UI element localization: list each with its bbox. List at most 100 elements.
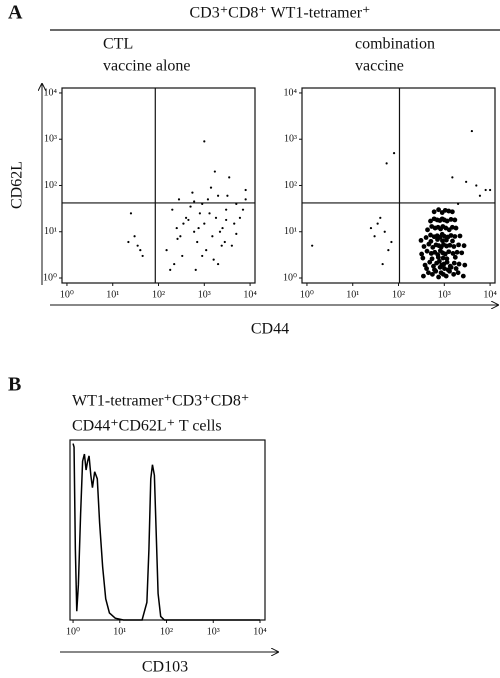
- x-axis-label: CD44: [251, 321, 289, 338]
- event-dot: [456, 202, 460, 205]
- event-dot: [446, 249, 452, 255]
- x-tick-label: 10¹: [346, 289, 359, 300]
- event-dot: [435, 237, 440, 242]
- event-dot: [437, 264, 443, 270]
- event-dot: [216, 262, 220, 266]
- plot-title: WT1-tetramer⁺CD3⁺CD8⁺: [72, 393, 249, 410]
- event-dot: [452, 217, 458, 223]
- event-dot: [421, 273, 426, 279]
- event-dot: [426, 270, 431, 276]
- event-dot: [446, 208, 452, 214]
- event-dot: [223, 240, 226, 244]
- event-dot: [451, 260, 457, 266]
- event-dot: [194, 268, 197, 271]
- event-dot: [197, 226, 200, 230]
- event-dot: [448, 216, 454, 222]
- event-dot: [241, 208, 245, 211]
- x-tick-label: 10²: [160, 626, 173, 637]
- event-dot: [449, 209, 455, 215]
- event-dot: [441, 233, 447, 239]
- y-tick-label: 10³: [44, 134, 57, 145]
- event-dot: [449, 224, 455, 230]
- panel-label: B: [8, 374, 21, 396]
- x-tick-label: 10³: [438, 289, 451, 300]
- event-dot: [451, 271, 457, 277]
- x-tick-label: 10¹: [106, 289, 119, 300]
- event-dot: [435, 254, 441, 260]
- event-dot: [175, 226, 178, 230]
- event-dot: [165, 249, 168, 252]
- event-dot: [424, 266, 429, 271]
- event-dot: [179, 235, 182, 238]
- event-dot: [206, 198, 210, 201]
- y-tick-label: 10⁴: [44, 87, 58, 98]
- event-dot: [444, 256, 450, 262]
- event-dot: [225, 218, 228, 222]
- event-dot: [428, 238, 434, 244]
- event-dot: [208, 212, 211, 215]
- event-dot: [381, 262, 384, 266]
- event-dot: [376, 222, 379, 225]
- event-dot: [218, 230, 222, 233]
- event-dot: [216, 194, 220, 197]
- event-dot: [443, 237, 449, 243]
- event-dot: [139, 249, 142, 252]
- event-dot: [456, 261, 462, 267]
- event-dot: [452, 254, 458, 260]
- event-dot: [430, 271, 435, 277]
- event-dot: [127, 240, 130, 244]
- event-dot: [390, 240, 393, 244]
- y-tick-label: 10³: [284, 134, 297, 145]
- event-dot: [182, 222, 185, 225]
- event-dot: [203, 222, 206, 225]
- y-tick-label: 10²: [44, 180, 57, 191]
- event-dot: [461, 243, 467, 249]
- plot-title: CD44⁺CD62L⁺ T cells: [72, 418, 222, 435]
- event-dot: [428, 232, 433, 238]
- event-dot: [392, 152, 396, 155]
- event-dot: [450, 238, 455, 244]
- event-dot: [453, 266, 459, 271]
- event-dot: [205, 249, 208, 252]
- event-dot: [440, 255, 446, 261]
- event-dot: [428, 218, 433, 224]
- event-dot: [488, 188, 492, 192]
- y-tick-label: 10⁰: [43, 272, 57, 283]
- event-dot: [379, 216, 382, 219]
- event-dot: [176, 237, 179, 241]
- event-dot: [211, 235, 214, 238]
- event-dot: [244, 198, 247, 201]
- event-dot: [448, 233, 454, 238]
- event-dot: [201, 254, 204, 258]
- event-dot: [196, 240, 199, 244]
- event-dot: [430, 244, 436, 250]
- event-dot: [427, 259, 433, 265]
- event-dot: [431, 209, 437, 215]
- y-axis-label: CD62L: [9, 161, 26, 209]
- event-dot: [385, 162, 388, 165]
- event-dot: [436, 258, 442, 264]
- event-dot: [233, 222, 236, 225]
- event-dot: [133, 235, 136, 238]
- event-dot: [171, 208, 174, 211]
- plot-frame: [61, 87, 256, 284]
- event-dot: [447, 242, 453, 248]
- event-dot: [453, 225, 459, 231]
- plot-frame: [301, 87, 496, 284]
- y-tick-label: 10⁰: [283, 272, 297, 283]
- x-tick-label: 10²: [392, 289, 405, 300]
- event-dot: [228, 176, 231, 179]
- event-dot: [244, 188, 247, 192]
- event-dot: [221, 226, 224, 230]
- x-tick-label: 10⁰: [66, 626, 80, 637]
- event-dot: [423, 235, 429, 240]
- event-dot: [456, 242, 461, 248]
- event-dot: [451, 244, 457, 249]
- event-dot: [478, 194, 482, 197]
- x-axis-label: CD103: [142, 659, 188, 676]
- x-tick-label: 10³: [198, 289, 211, 300]
- event-dot: [475, 184, 478, 187]
- x-tick-label: 10⁰: [300, 289, 314, 300]
